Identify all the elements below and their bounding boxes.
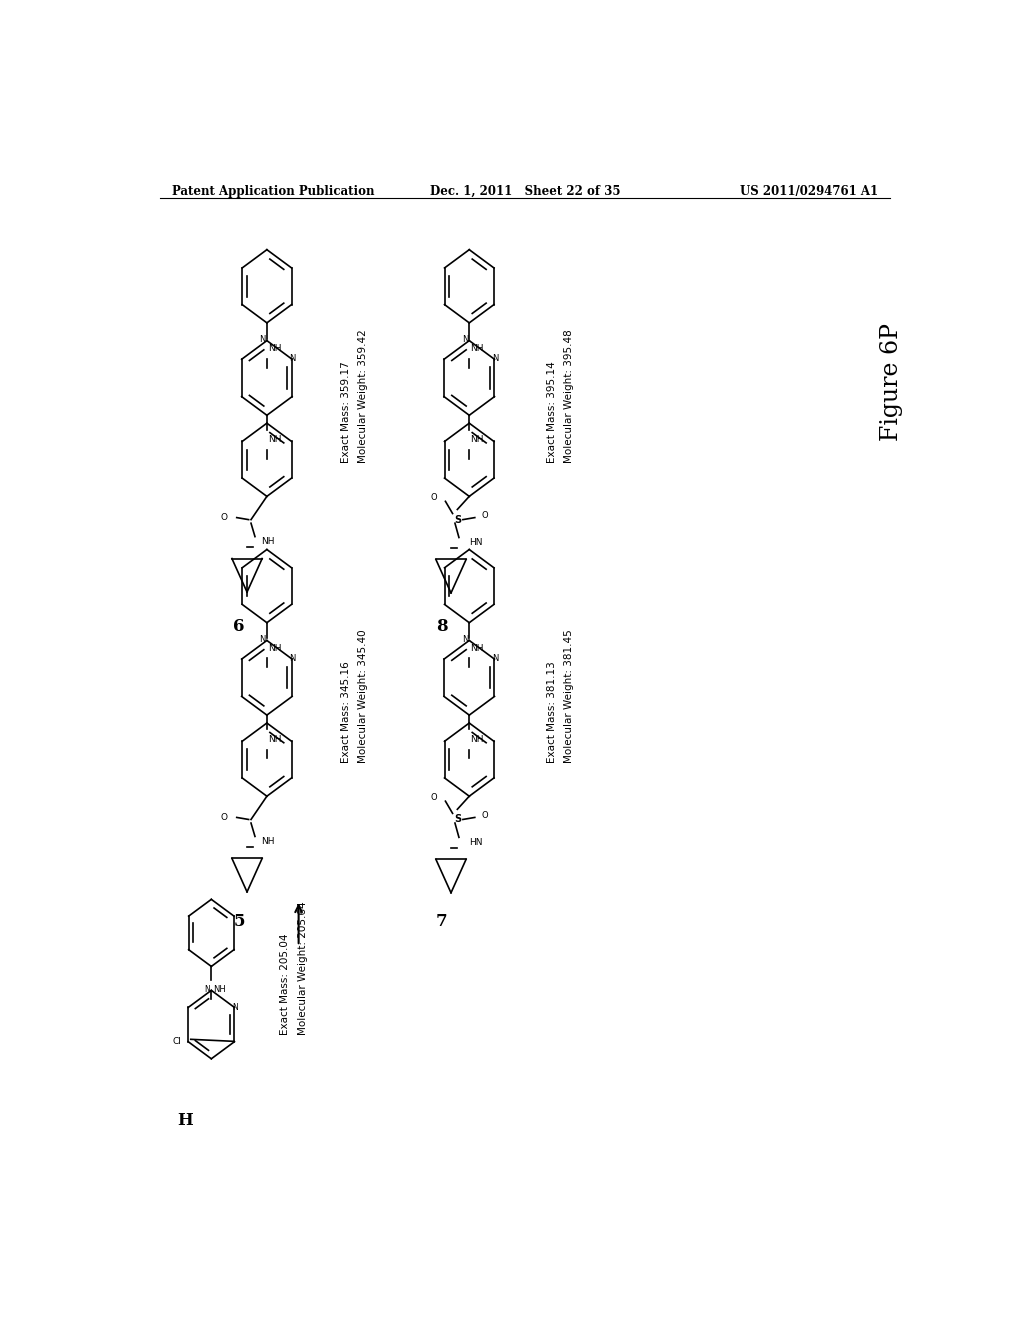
Text: NH: NH — [213, 985, 225, 994]
Text: NH: NH — [268, 644, 282, 653]
Text: Molecular Weight: 381.45: Molecular Weight: 381.45 — [564, 630, 574, 763]
Text: Patent Application Publication: Patent Application Publication — [172, 185, 374, 198]
Text: N: N — [290, 354, 296, 363]
Text: N: N — [232, 1003, 238, 1011]
Text: 7: 7 — [435, 912, 447, 929]
Text: S: S — [454, 515, 461, 524]
Text: O: O — [220, 513, 227, 523]
Text: O: O — [431, 792, 437, 801]
Text: 8: 8 — [435, 618, 447, 635]
Text: Figure 6P: Figure 6P — [880, 323, 903, 441]
Text: Cl: Cl — [172, 1036, 181, 1045]
Text: N: N — [492, 354, 498, 363]
Text: O: O — [481, 810, 487, 820]
Text: 5: 5 — [233, 912, 245, 929]
Text: S: S — [454, 814, 461, 825]
Text: NH: NH — [470, 345, 484, 354]
Text: Dec. 1, 2011   Sheet 22 of 35: Dec. 1, 2011 Sheet 22 of 35 — [429, 185, 621, 198]
Text: N: N — [290, 655, 296, 663]
Text: H: H — [177, 1111, 193, 1129]
Text: Molecular Weight: 395.48: Molecular Weight: 395.48 — [564, 330, 574, 463]
Text: O: O — [431, 492, 437, 502]
Text: NH: NH — [470, 644, 484, 653]
Text: Molecular Weight: 205.64: Molecular Weight: 205.64 — [298, 902, 308, 1035]
Text: Exact Mass: 205.04: Exact Mass: 205.04 — [281, 933, 291, 1035]
Text: Molecular Weight: 359.42: Molecular Weight: 359.42 — [358, 330, 369, 463]
Text: N: N — [205, 985, 210, 994]
Text: HN: HN — [469, 838, 482, 847]
Text: NH: NH — [261, 837, 274, 846]
Text: US 2011/0294761 A1: US 2011/0294761 A1 — [739, 185, 878, 198]
Text: NH: NH — [268, 436, 282, 445]
Text: NH: NH — [268, 735, 282, 744]
Text: N: N — [492, 655, 498, 663]
Text: Exact Mass: 381.13: Exact Mass: 381.13 — [547, 661, 557, 763]
Text: HN: HN — [469, 539, 482, 548]
Text: N: N — [259, 335, 266, 345]
Text: NH: NH — [470, 735, 484, 744]
Text: N: N — [462, 335, 468, 345]
Text: NH: NH — [470, 436, 484, 445]
Text: Molecular Weight: 345.40: Molecular Weight: 345.40 — [358, 630, 369, 763]
Text: N: N — [462, 635, 468, 644]
Text: Exact Mass: 345.16: Exact Mass: 345.16 — [341, 661, 350, 763]
Text: O: O — [220, 813, 227, 822]
Text: Exact Mass: 395.14: Exact Mass: 395.14 — [547, 362, 557, 463]
Text: NH: NH — [268, 345, 282, 354]
Text: Exact Mass: 359.17: Exact Mass: 359.17 — [341, 362, 350, 463]
Text: 6: 6 — [233, 618, 245, 635]
Text: O: O — [481, 511, 487, 520]
Text: NH: NH — [261, 537, 274, 546]
Text: N: N — [259, 635, 266, 644]
